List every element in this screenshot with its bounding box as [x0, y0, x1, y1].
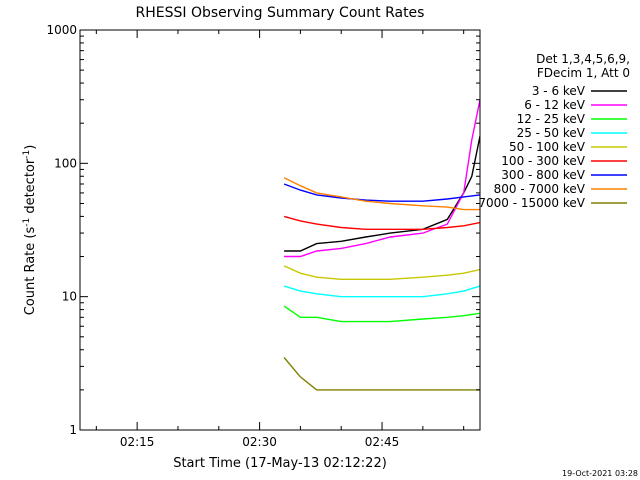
axes: 1 10 100 1000 02:15 02:30 02:45: [46, 23, 480, 449]
series-line-0: [284, 135, 480, 252]
legend-label: 3 - 6 keV: [532, 84, 586, 98]
legend-label: 100 - 300 keV: [501, 154, 585, 168]
series-line-4: [283, 265, 480, 280]
y-axis-label-main: Count Rate (s: [23, 227, 38, 316]
legend-label: 12 - 25 keV: [517, 112, 586, 126]
legend-label: 800 - 7000 keV: [494, 182, 586, 196]
plot-frame: [79, 29, 481, 431]
legend-label: 300 - 800 keV: [501, 168, 585, 182]
y-tick-label: 1: [69, 423, 77, 437]
series-line-8: [283, 357, 480, 391]
footer-timestamp: 19-Oct-2021 03:28: [562, 469, 638, 478]
legend-title-line-2: FDecim 1, Att 0: [537, 66, 630, 80]
x-tick-label: 02:15: [120, 435, 155, 449]
series-line-3: [283, 285, 480, 298]
legend-label: 7000 - 15000 keV: [478, 196, 585, 210]
y-tick-label: 1000: [46, 23, 77, 37]
series-line-1: [284, 99, 480, 258]
series-group: [283, 99, 480, 391]
y-axis-label: Count Rate (s-1 detector-1): [22, 145, 38, 316]
y-axis-label-sup1: -1: [22, 218, 32, 227]
plot-area: [79, 29, 481, 431]
x-tick-label: 02:30: [242, 435, 277, 449]
legend-label: 25 - 50 keV: [517, 126, 586, 140]
chart-title: RHESSI Observing Summary Count Rates: [136, 5, 425, 21]
series-line-6: [283, 183, 480, 202]
y-axis-label-end: ): [23, 145, 38, 150]
x-tick-label: 02:45: [365, 435, 400, 449]
series-line-2: [283, 305, 480, 323]
y-tick-label: 10: [62, 290, 77, 304]
series-line-7: [283, 177, 480, 211]
legend: Det 1,3,4,5,6,9, FDecim 1, Att 0 3 - 6 k…: [478, 52, 630, 210]
legend-title-line-1: Det 1,3,4,5,6,9,: [536, 52, 630, 66]
legend-label: 6 - 12 keV: [524, 98, 586, 112]
y-axis-label-mid: detector: [23, 158, 38, 218]
y-axis-label-sup2: -1: [22, 150, 32, 159]
x-axis-label: Start Time (17-May-13 02:12:22): [173, 456, 387, 471]
series-line-5: [283, 215, 480, 231]
legend-label: 50 - 100 keV: [509, 140, 586, 154]
y-tick-label: 100: [54, 156, 77, 170]
